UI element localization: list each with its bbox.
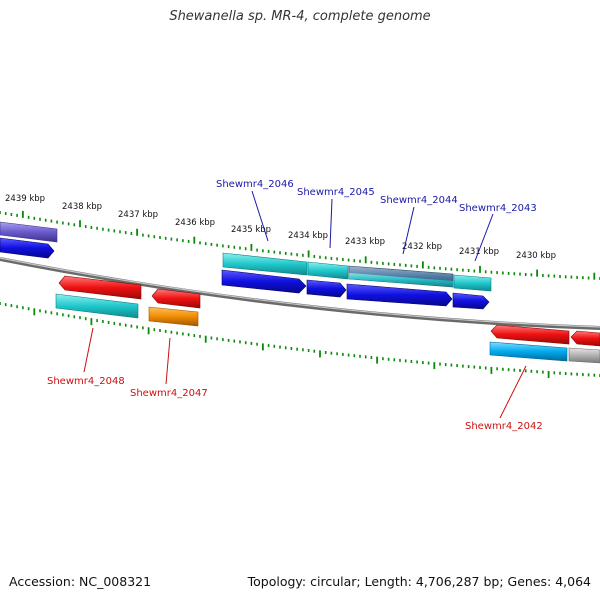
gene-arrow-blue[interactable] [221, 269, 307, 294]
kbp-label: 2436 kbp [175, 218, 215, 228]
kbp-label: 2431 kbp [459, 247, 499, 257]
gene-labels-top: Shewmr4_2046 Shewmr4_2045 Shewmr4_2044 S… [216, 179, 537, 214]
gene-cds-cyan[interactable] [349, 273, 453, 287]
gene-label[interactable]: Shewmr4_2046 [216, 179, 294, 190]
kbp-label: 2439 kbp [5, 194, 45, 204]
genome-backbone [0, 257, 600, 330]
kbp-label: 2430 kbp [516, 251, 556, 261]
top-strand-upper-track [222, 252, 492, 292]
bottom-strand-genes [55, 275, 600, 364]
accession-text: Accession: NC_008321 [9, 574, 152, 589]
gene-cds-light-blue[interactable] [489, 341, 568, 362]
gene-label[interactable]: Shewmr4_2044 [380, 195, 458, 206]
gene-arrow-blue[interactable] [346, 283, 453, 307]
gene-cds-gray[interactable] [568, 347, 600, 364]
gene-label[interactable]: Shewmr4_2042 [465, 421, 543, 432]
kbp-label: 2435 kbp [231, 225, 271, 235]
gene-labels-bottom: Shewmr4_2048 Shewmr4_2047 Shewmr4_2042 [47, 376, 543, 432]
kbp-label: 2432 kbp [402, 242, 442, 252]
gene-cds-orange[interactable] [148, 306, 199, 327]
top-strand-lower-track [221, 269, 490, 310]
gene-arrow-red[interactable] [58, 275, 142, 300]
gene-cds-cyan[interactable] [307, 261, 349, 280]
kbp-label: 2434 kbp [288, 231, 328, 241]
scale-labels: 2439 kbp 2438 kbp 2437 kbp 2436 kbp 2435… [5, 194, 556, 261]
upper-scale-ticks [0, 210, 600, 280]
gene-cds-cyan[interactable] [55, 293, 139, 319]
lower-scale-ticks [0, 302, 600, 378]
gene-leader-lines-top [251, 190, 494, 262]
gene-arrow-blue[interactable] [452, 292, 490, 310]
gene-arrow-red[interactable] [490, 324, 570, 345]
gene-cds-cyan[interactable] [222, 252, 308, 276]
gene-cds-cyan[interactable] [453, 274, 492, 292]
gene-arrow-blue[interactable] [306, 279, 347, 298]
gene-arrow-blue[interactable] [0, 237, 55, 259]
gene-label[interactable]: Shewmr4_2048 [47, 376, 125, 387]
genome-title: Shewanella sp. MR-4, complete genome [169, 9, 431, 24]
gene-label[interactable]: Shewmr4_2045 [297, 187, 375, 198]
gene-label[interactable]: Shewmr4_2043 [459, 203, 537, 214]
kbp-label: 2433 kbp [345, 237, 385, 247]
gene-arrow-red[interactable] [570, 330, 600, 347]
gene-arrow-red[interactable] [151, 288, 201, 309]
gene-leader-lines-bottom [83, 327, 527, 419]
gene-label[interactable]: Shewmr4_2047 [130, 388, 208, 399]
left-edge-genes [0, 221, 58, 259]
gene-cds-purple[interactable] [0, 221, 58, 243]
kbp-label: 2437 kbp [118, 210, 158, 220]
kbp-label: 2438 kbp [62, 202, 102, 212]
topology-text: Topology: circular; Length: 4,706,287 bp… [247, 574, 591, 589]
